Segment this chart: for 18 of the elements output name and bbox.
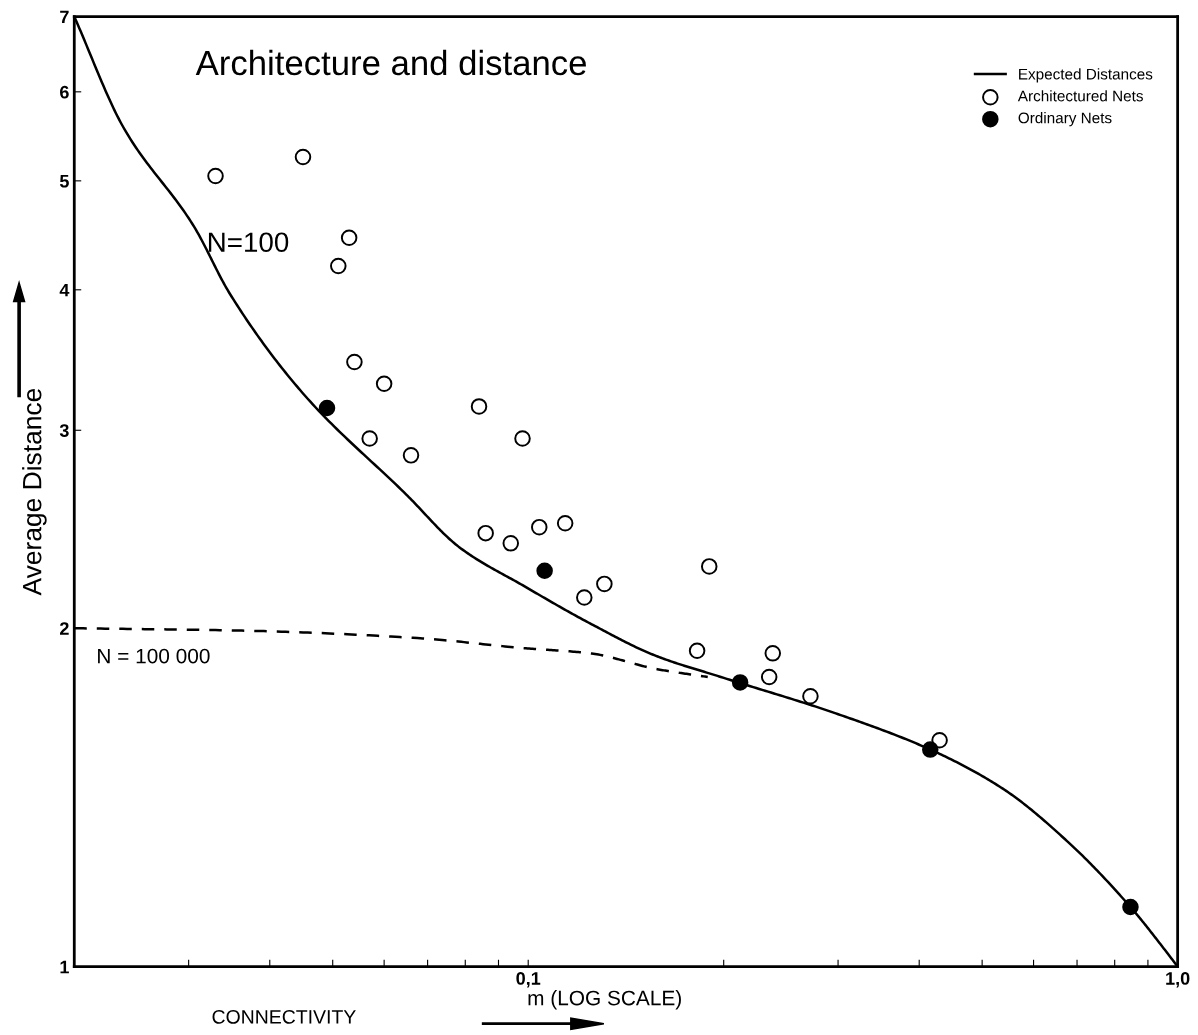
legend-label: Expected Distances [1019,68,1153,83]
x-axis-title: CONNECTIVITY [212,1009,356,1024]
y-tick-label: 7 [60,10,69,24]
y-tick-label: 5 [59,174,69,188]
annotation: N=100 [208,232,289,253]
y-tick-label: 1 [60,960,69,974]
y-axis-title: Average Distance [22,388,47,596]
legend-label: Ordinary Nets [1018,112,1112,127]
text: m (LOG SCALE) [528,990,681,1010]
x-tick-label: 1,0 [1166,972,1190,988]
y-tick-label: 2 [60,622,69,635]
legend-label: Architectured Nets [1017,90,1143,102]
y-tick-label: 3 [59,424,69,438]
text: Architecture and distance [195,49,586,76]
y-tick-label: 6 [60,85,69,99]
annotation: N = 100 000 [98,648,210,664]
y-tick-label: 4 [59,283,70,297]
x-tick-label: 0,1 [516,972,541,988]
